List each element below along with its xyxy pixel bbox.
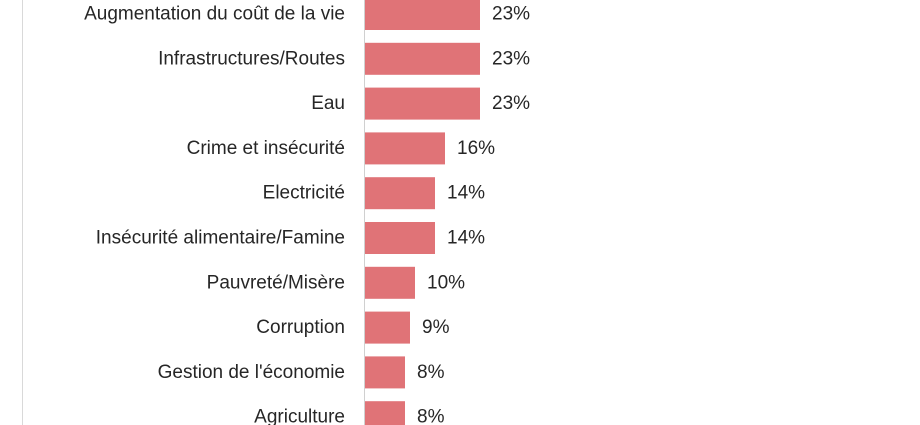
category-label-3: Crime et insécurité [187, 138, 345, 159]
category-axis-line [364, 0, 365, 425]
category-label-2: Eau [311, 93, 345, 114]
category-label-6: Pauvreté/Misère [207, 272, 345, 293]
value-label-2: 23% [492, 93, 530, 114]
bar-4 [365, 177, 435, 210]
value-label-9: 8% [417, 407, 445, 425]
category-label-5: Insécurité alimentaire/Famine [96, 228, 345, 249]
bar-8 [365, 356, 405, 389]
value-label-4: 14% [447, 183, 485, 204]
category-label-0: Augmentation du coût de la vie [84, 4, 345, 25]
bar-5 [365, 222, 435, 254]
bar-0 [365, 0, 480, 30]
bar-2 [365, 87, 480, 120]
value-label-1: 23% [492, 48, 530, 69]
bar-7 [365, 311, 410, 344]
value-label-6: 10% [427, 272, 465, 293]
value-label-8: 8% [417, 362, 445, 383]
bar-6 [365, 266, 415, 299]
bar-1 [365, 42, 480, 75]
category-label-8: Gestion de l'économie [158, 362, 345, 383]
bar-3 [365, 132, 445, 165]
category-label-1: Infrastructures/Routes [158, 48, 345, 69]
chart-frame-border [22, 0, 23, 425]
category-label-9: Agriculture [254, 407, 345, 425]
value-label-7: 9% [422, 317, 450, 338]
value-label-3: 16% [457, 138, 495, 159]
category-label-4: Electricité [263, 183, 345, 204]
value-label-0: 23% [492, 4, 530, 25]
category-label-7: Corruption [256, 317, 345, 338]
value-label-5: 14% [447, 228, 485, 249]
bar-9 [365, 401, 405, 425]
